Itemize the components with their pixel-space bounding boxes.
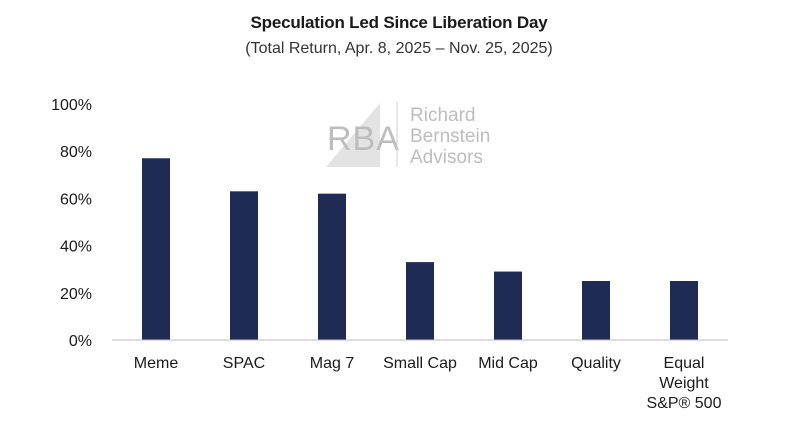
x-tick-label: Equal Weight S&P® 500 bbox=[647, 355, 722, 412]
y-tick-label: 0% bbox=[69, 333, 92, 350]
logo-line-3: Advisors bbox=[410, 147, 483, 168]
rba-logo-shape-icon bbox=[326, 103, 380, 167]
bar bbox=[582, 281, 610, 340]
y-tick-label: 100% bbox=[51, 97, 92, 114]
x-tick-label: Quality bbox=[571, 355, 621, 372]
rba-watermark-logo: RBA Richard Bernstein Advisors bbox=[326, 102, 490, 168]
y-axis: 0% 20% 40% 60% 80% 100% bbox=[51, 97, 92, 350]
y-tick-label: 80% bbox=[60, 144, 92, 161]
bars bbox=[142, 158, 698, 340]
y-tick-label: 20% bbox=[60, 286, 92, 303]
bar bbox=[670, 281, 698, 340]
x-axis-labels: Meme SPAC Mag 7 Small Cap Mid Cap Quality Equa… bbox=[134, 355, 722, 412]
y-tick-label: 40% bbox=[60, 239, 92, 256]
x-tick-label: Meme bbox=[134, 355, 179, 372]
rba-logo-mark: RBA bbox=[327, 120, 400, 158]
x-tick-label: Small Cap bbox=[383, 355, 457, 372]
x-tick-label: SPAC bbox=[223, 355, 265, 372]
x-tick-label: Mag 7 bbox=[310, 355, 355, 372]
bar bbox=[230, 191, 258, 340]
logo-line-1: Richard bbox=[410, 105, 475, 126]
bar bbox=[142, 158, 170, 340]
x-tick-label: Mid Cap bbox=[478, 355, 538, 372]
chart-subtitle: (Total Return, Apr. 8, 2025 – Nov. 25, 2… bbox=[245, 40, 553, 57]
logo-line-2: Bernstein bbox=[410, 126, 490, 147]
bar bbox=[406, 262, 434, 340]
y-tick-label: 60% bbox=[60, 191, 92, 208]
bar bbox=[494, 271, 522, 340]
chart-title: Speculation Led Since Liberation Day bbox=[250, 13, 548, 32]
bar bbox=[318, 193, 346, 340]
